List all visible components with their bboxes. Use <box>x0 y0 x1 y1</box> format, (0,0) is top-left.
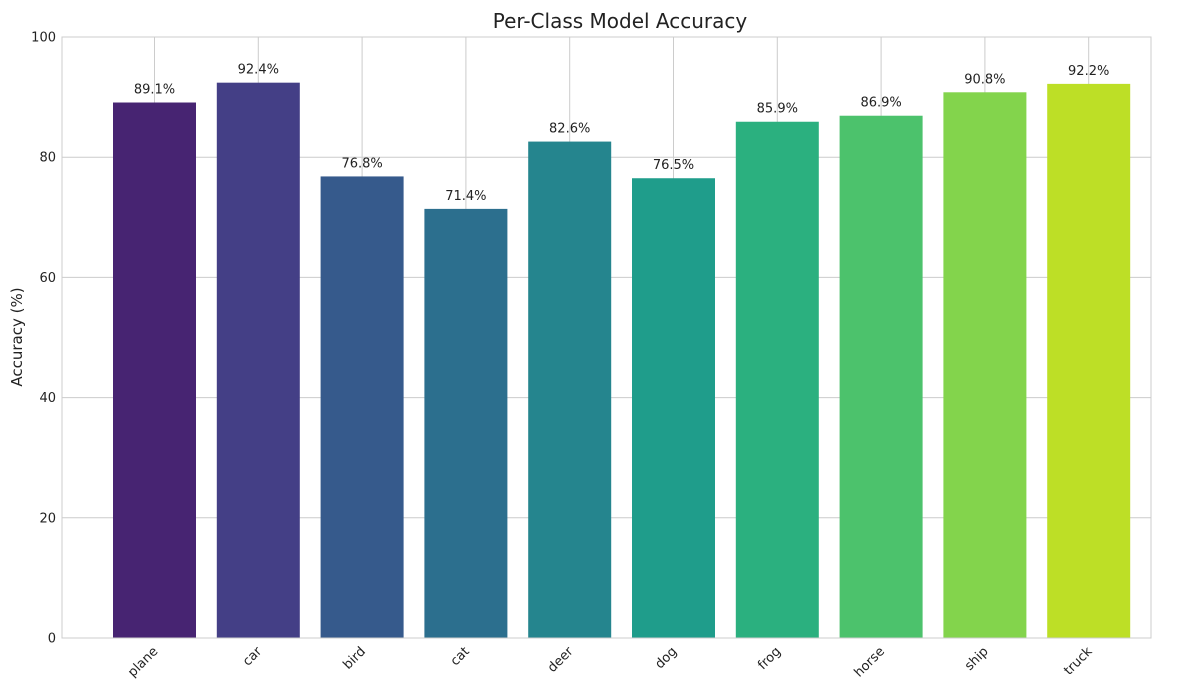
y-tick-label: 0 <box>48 632 56 647</box>
data-label-bird: 76.8% <box>341 156 382 171</box>
data-label-frog: 85.9% <box>757 102 798 117</box>
bar-frog <box>735 121 819 639</box>
data-label-truck: 92.2% <box>1068 64 1109 79</box>
data-labels: 89.1% 92.4% 76.8% 71.4% 82.6% 76.5% 85.9% 86.9%… <box>134 63 1110 204</box>
x-tick-label-bird: bird <box>340 644 368 672</box>
data-label-deer: 82.6% <box>549 122 590 137</box>
chart-title: Per-Class Model Accuracy <box>493 9 748 33</box>
bar-car <box>216 82 300 638</box>
x-tick-label-plane: plane <box>125 644 161 680</box>
y-tick-label: 100 <box>31 31 56 46</box>
bars <box>113 82 1131 639</box>
data-label-plane: 89.1% <box>134 83 175 98</box>
bar-ship <box>943 92 1027 639</box>
bar-deer <box>528 141 612 638</box>
plot-frame <box>61 36 1152 639</box>
y-tick-label: 20 <box>39 511 56 526</box>
x-tick-label-horse: horse <box>852 644 888 680</box>
x-tick-label-dog: dog <box>652 644 680 672</box>
data-label-cat: 71.4% <box>445 189 486 204</box>
y-tick-label: 80 <box>39 151 56 166</box>
data-label-car: 92.4% <box>238 63 279 78</box>
bar-truck <box>1047 83 1131 639</box>
x-tick-label-ship: ship <box>962 644 992 674</box>
x-tick-label-truck: truck <box>1061 644 1096 679</box>
bar-bird <box>320 176 404 638</box>
data-label-ship: 90.8% <box>964 72 1005 87</box>
bar-horse <box>839 115 923 638</box>
bar-cat <box>424 208 508 639</box>
y-tick-label: 60 <box>39 271 56 286</box>
x-tick-label-frog: frog <box>755 644 784 673</box>
bar-dog <box>632 178 715 639</box>
y-tick-label: 40 <box>39 391 56 406</box>
x-tick-label-deer: deer <box>545 644 577 676</box>
y-axis-label: Accuracy (%) <box>8 287 26 386</box>
x-tick-label-car: car <box>240 644 266 670</box>
data-label-dog: 76.5% <box>653 158 694 173</box>
x-tick-label-cat: cat <box>448 644 473 669</box>
data-label-horse: 86.9% <box>860 96 901 111</box>
bar-plane <box>113 102 196 638</box>
